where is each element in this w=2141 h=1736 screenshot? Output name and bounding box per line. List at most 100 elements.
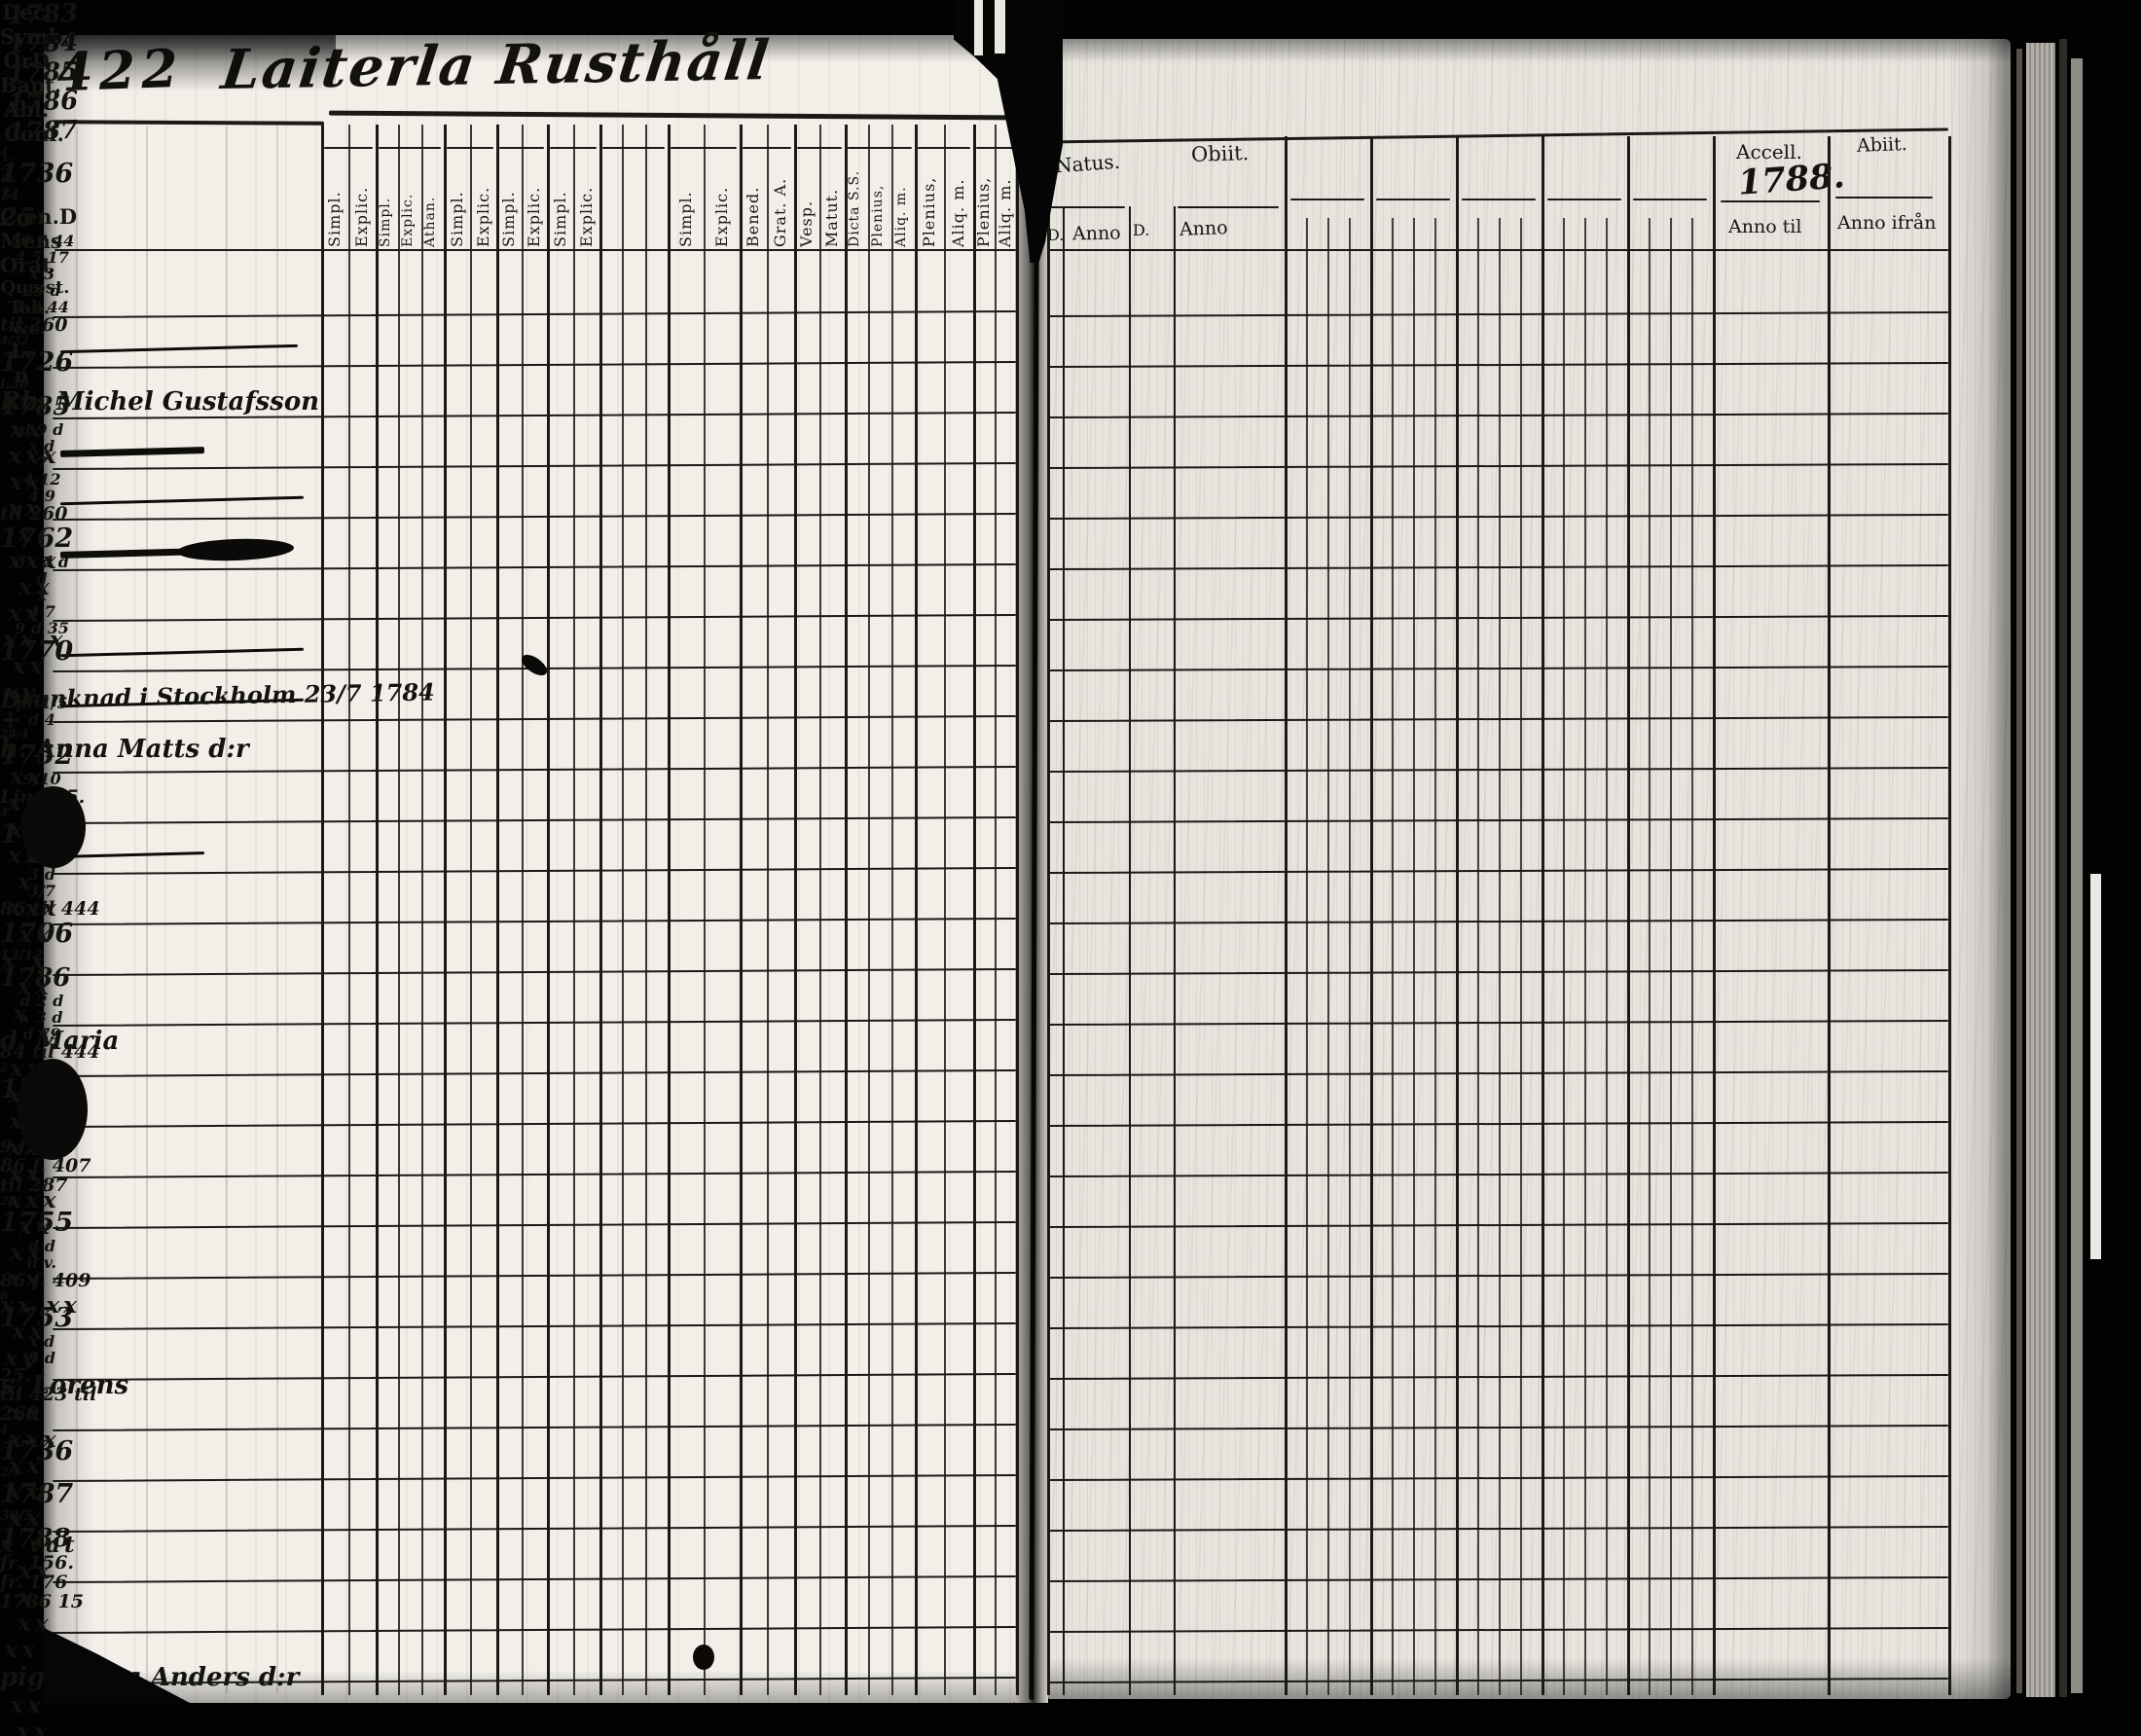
grid-line-v: [767, 125, 769, 1695]
year-underline: [1290, 199, 1364, 200]
grid-line-v: [794, 125, 797, 1695]
grid-line-h: [1047, 968, 1948, 976]
grid-line-v: [704, 125, 706, 1695]
grid-line-h: [1047, 1424, 1948, 1431]
cell-year-marks: x 3: [28, 265, 55, 283]
cell-natus-year: 1736: [0, 1436, 74, 1466]
obiit-underline: [1178, 206, 1279, 208]
row-marks: xx: [9, 1453, 44, 1479]
row-marks: xx: [9, 1505, 44, 1532]
cell-natus-day: 4: [0, 806, 9, 819]
cell-natus-day: 4: [0, 145, 9, 159]
right-header-top-line: [1047, 127, 1948, 144]
row-marks: xx: [8, 600, 43, 627]
column-group-label: Orat: [0, 253, 52, 277]
grid-line-v: [1174, 206, 1176, 1695]
row-marks: xx: [18, 1558, 54, 1584]
column-sub-label: 1.: [0, 146, 17, 165]
grid-line-v: [1584, 218, 1586, 1695]
grid-line-v: [1520, 218, 1522, 1695]
grid-line-v: [1413, 218, 1415, 1695]
grid-line-h: [1047, 513, 1948, 521]
cell-obiit-year: 1785: [0, 392, 71, 421]
natus-underline: [1051, 206, 1125, 208]
cell-natus-year: 1765: [0, 1074, 2141, 1104]
row-name: d. Maria: [0, 1027, 120, 1056]
row-marks: xx: [10, 416, 45, 443]
grid-line-v: [1606, 218, 1608, 1695]
grid-line-v: [1327, 218, 1329, 1695]
ink-spot-2: [693, 1645, 714, 1670]
grid-line-h: [1047, 462, 1948, 470]
grid-line-v: [1499, 218, 1501, 1695]
cell-year-marks: 4 9: [28, 487, 55, 505]
grid-line-v: [1477, 218, 1479, 1695]
grid-line-h: [1047, 1120, 1948, 1128]
cell-abiit: fr. 156.: [0, 1552, 74, 1573]
ghost-line-v: [226, 127, 228, 1693]
row-marks: xx xx: [0, 1292, 81, 1319]
row-marks: xx: [8, 1266, 43, 1292]
grid-line-v: [398, 125, 400, 1695]
natus-column-header: Natus.: [1054, 149, 1121, 178]
cell-year-marks: d · d d: [15, 553, 69, 571]
cell-year-marks: d 2 d: [19, 992, 64, 1010]
column-sub-label: 3.: [0, 185, 17, 204]
column-group-label: Abl.: [3, 97, 50, 122]
page-edge-stack-1: [2016, 49, 2022, 1693]
row-marks: xxx: [8, 895, 60, 922]
cell-year-marks: 7: [36, 453, 48, 472]
cell-year-marks: d v.: [26, 1253, 56, 1272]
cell-abiit: fr. 176: [0, 1572, 68, 1593]
cell-year-marks: 4 5 17: [15, 248, 69, 267]
cell-obiit-day: l.30: [0, 377, 29, 392]
cell-natus-year: 1770: [0, 636, 74, 667]
row-name: h. Anna Matts d:r: [0, 735, 249, 764]
column-group-label: L. n: [10, 339, 33, 387]
grid-line-v: [1670, 218, 1672, 1695]
grid-line-v: [868, 125, 870, 1695]
grid-line-v: [1649, 218, 1651, 1695]
cell-year-marks: d 79: [22, 1025, 61, 1043]
cell-natus-year: 1755: [0, 1208, 74, 1238]
abiit-column-header: Abiit.: [1856, 133, 1908, 157]
grid-line-v: [1063, 206, 1065, 1695]
grid-line-v: [1016, 125, 1019, 1695]
column-group-label: Mens: [0, 229, 62, 253]
column-group-underline: [379, 147, 441, 149]
scan-blot-left-1: [21, 786, 86, 868]
grid-line-v: [1306, 218, 1308, 1695]
column-sub-label: 2.: [0, 165, 17, 185]
cell-year-marks: 3 7: [28, 602, 55, 621]
cell-abiit: til 260: [0, 314, 68, 336]
row-marks: xx: [17, 1718, 52, 1736]
grid-line-h: [1047, 412, 1948, 419]
year-label: 1787: [7, 115, 79, 148]
grid-line-v: [470, 125, 472, 1695]
accell-column-header: Accell.: [1736, 140, 1802, 163]
cell-year-marks: d: [36, 569, 48, 588]
grid-line-v: [1456, 136, 1459, 1695]
ghost-line-v: [276, 127, 278, 1693]
row-marks: xx: [18, 1610, 53, 1637]
cell-year-marks: 4 12: [22, 470, 61, 488]
grid-line-v: [819, 125, 821, 1695]
row-marks: x: [13, 1000, 30, 1027]
grid-line-h: [1047, 614, 1948, 622]
page-edge-sliver: [2090, 874, 2101, 1259]
cell-natus-day: 8: [0, 1289, 9, 1303]
top-left-shade: [44, 35, 336, 91]
binding-thread-right: [995, 0, 1005, 54]
year-underline: [1376, 199, 1450, 200]
binding-thread-left: [974, 0, 983, 55]
header-bottom-line: [54, 249, 1016, 251]
cell-natus-year: 1752: [0, 741, 74, 771]
grid-line-h: [1047, 310, 1948, 318]
cell-year-marks: d 9 d: [19, 420, 64, 439]
grid-line-v: [740, 125, 743, 1695]
row-marks: xx: [18, 1213, 54, 1240]
grid-line-v: [1627, 136, 1630, 1695]
grid-line-v: [1392, 218, 1394, 1695]
accell-subheader: Anno til: [1728, 216, 1802, 237]
column-group-label: Dec.: [2, 0, 53, 24]
